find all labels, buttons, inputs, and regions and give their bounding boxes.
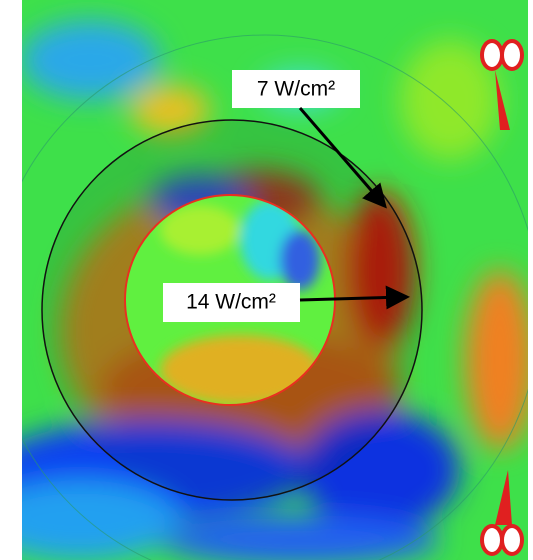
annotation-label: 7 W/cm² (257, 78, 335, 101)
annotation-label: 14 W/cm² (186, 291, 276, 314)
heat-map-figure: 7 W/cm² 14 W/cm² (0, 0, 533, 560)
